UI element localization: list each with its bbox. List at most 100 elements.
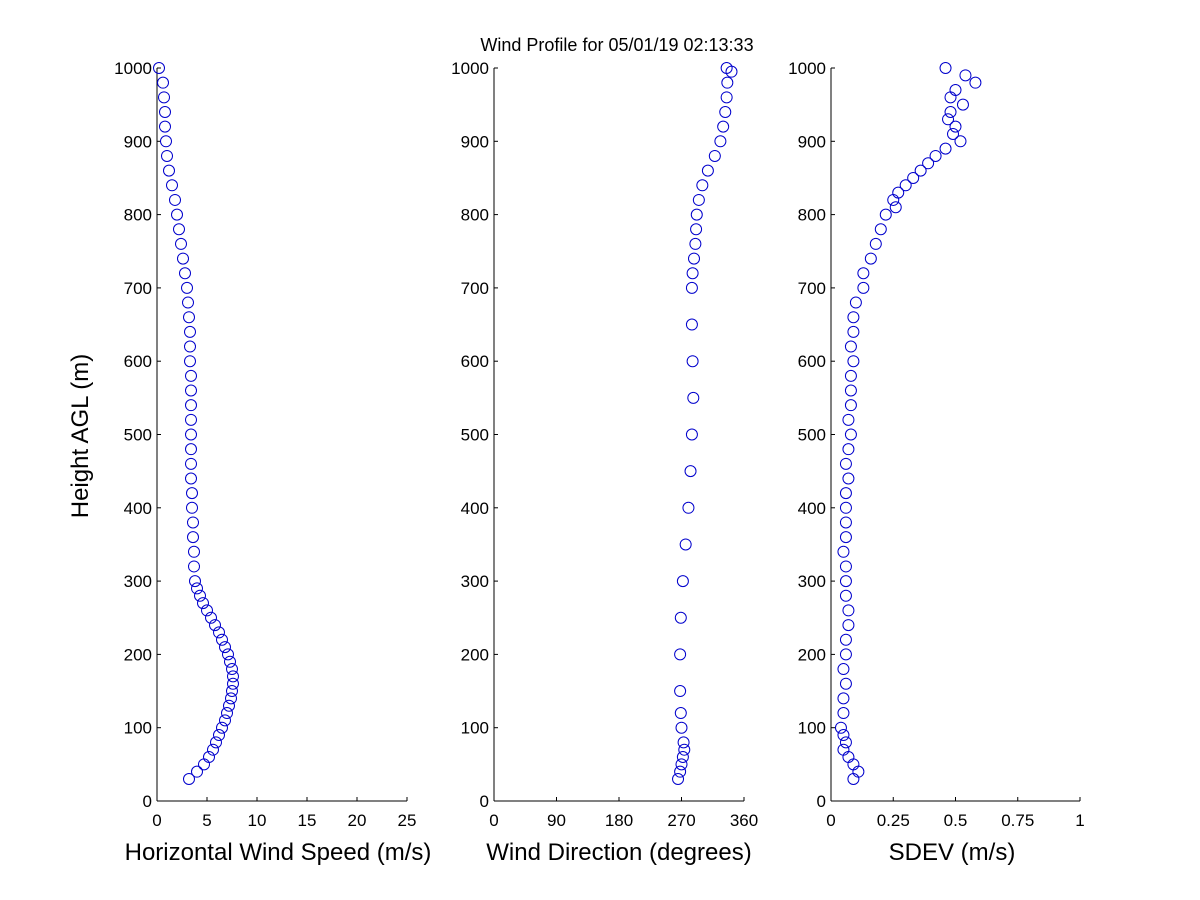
data-point xyxy=(837,692,850,705)
data-point xyxy=(857,281,870,294)
data-point xyxy=(153,62,165,74)
data-point xyxy=(844,340,857,353)
data-point xyxy=(689,237,702,250)
data-point xyxy=(679,538,692,551)
data-point xyxy=(839,487,852,500)
data-point xyxy=(842,604,855,617)
y-tick-label: 500 xyxy=(461,426,489,445)
data-point xyxy=(159,105,171,118)
data-point xyxy=(226,685,238,698)
data-point xyxy=(676,751,689,764)
data-point xyxy=(160,135,172,148)
data-point xyxy=(219,641,231,654)
x-tick-label: 0 xyxy=(489,811,498,830)
data-point xyxy=(929,149,942,162)
data-point xyxy=(720,91,733,104)
data-point xyxy=(219,714,231,727)
y-tick-label: 900 xyxy=(124,132,152,151)
data-point xyxy=(879,208,892,221)
data-point xyxy=(837,663,850,676)
data-point xyxy=(939,62,952,74)
data-point xyxy=(837,729,850,742)
data-point xyxy=(939,142,952,155)
data-point xyxy=(676,575,689,588)
data-point xyxy=(213,729,225,742)
figure-title: Wind Profile for 05/01/19 02:13:33 xyxy=(480,35,753,55)
data-point xyxy=(221,707,233,720)
y-tick-label: 200 xyxy=(798,645,826,664)
data-point xyxy=(942,113,955,126)
data-point xyxy=(175,237,187,250)
data-point xyxy=(184,340,196,353)
data-point xyxy=(675,758,688,771)
data-point xyxy=(857,267,870,280)
data-point xyxy=(922,157,935,170)
y-tick-label: 100 xyxy=(461,719,489,738)
data-point xyxy=(869,237,882,250)
data-point xyxy=(161,149,173,162)
data-point xyxy=(842,443,855,456)
data-point xyxy=(899,179,912,192)
data-point xyxy=(216,721,228,734)
y-tick-label: 400 xyxy=(124,499,152,518)
data-point xyxy=(692,193,705,206)
data-point xyxy=(205,611,217,624)
data-point xyxy=(182,296,194,309)
y-tick-label: 200 xyxy=(124,645,152,664)
data-point xyxy=(839,575,852,588)
data-point xyxy=(173,223,185,236)
x-tick-label: 5 xyxy=(202,811,211,830)
y-tick-label: 1000 xyxy=(451,59,489,78)
x-axis-label: Wind Direction (degrees) xyxy=(486,839,751,866)
x-tick-label: 0 xyxy=(826,811,835,830)
data-point xyxy=(163,164,175,177)
x-tick-label: 0.75 xyxy=(1001,811,1034,830)
y-tick-label: 300 xyxy=(798,572,826,591)
data-point xyxy=(719,105,732,118)
data-point xyxy=(688,252,700,265)
data-point xyxy=(847,325,860,338)
data-point xyxy=(185,399,197,412)
y-tick-label: 700 xyxy=(798,279,826,298)
data-point xyxy=(839,501,852,514)
x-tick-label: 1 xyxy=(1075,811,1084,830)
data-point xyxy=(674,707,687,720)
data-point xyxy=(183,773,195,786)
x-axis-label: SDEV (m/s) xyxy=(889,839,1016,866)
data-point xyxy=(185,428,197,441)
data-point xyxy=(157,76,169,89)
x-tick-label: 180 xyxy=(605,811,633,830)
y-axis-label: Height AGL (m) xyxy=(67,354,94,519)
x-tick-label: 15 xyxy=(298,811,317,830)
data-point xyxy=(892,186,905,199)
data-point xyxy=(222,648,234,661)
y-tick-label: 800 xyxy=(461,206,489,225)
data-point xyxy=(839,531,852,544)
data-point xyxy=(207,743,219,756)
y-tick-label: 500 xyxy=(124,426,152,445)
data-point xyxy=(185,457,197,470)
data-point xyxy=(224,655,236,668)
data-point xyxy=(714,135,727,148)
data-point xyxy=(837,545,850,558)
data-point xyxy=(674,648,687,661)
y-tick-label: 0 xyxy=(143,792,152,811)
data-point xyxy=(169,193,181,206)
data-point xyxy=(183,311,195,324)
x-tick-label: 0.5 xyxy=(944,811,968,830)
data-point xyxy=(216,633,228,646)
data-point xyxy=(166,179,178,192)
data-point xyxy=(717,120,730,133)
y-tick-label: 800 xyxy=(798,206,826,225)
data-point xyxy=(690,208,703,221)
y-tick-label: 300 xyxy=(124,572,152,591)
data-point xyxy=(839,648,852,661)
data-point xyxy=(672,773,685,786)
y-tick-label: 900 xyxy=(461,132,489,151)
data-point xyxy=(907,171,920,184)
data-point xyxy=(225,692,237,705)
data-point xyxy=(690,223,703,236)
data-point xyxy=(969,76,982,89)
data-point xyxy=(227,677,239,690)
